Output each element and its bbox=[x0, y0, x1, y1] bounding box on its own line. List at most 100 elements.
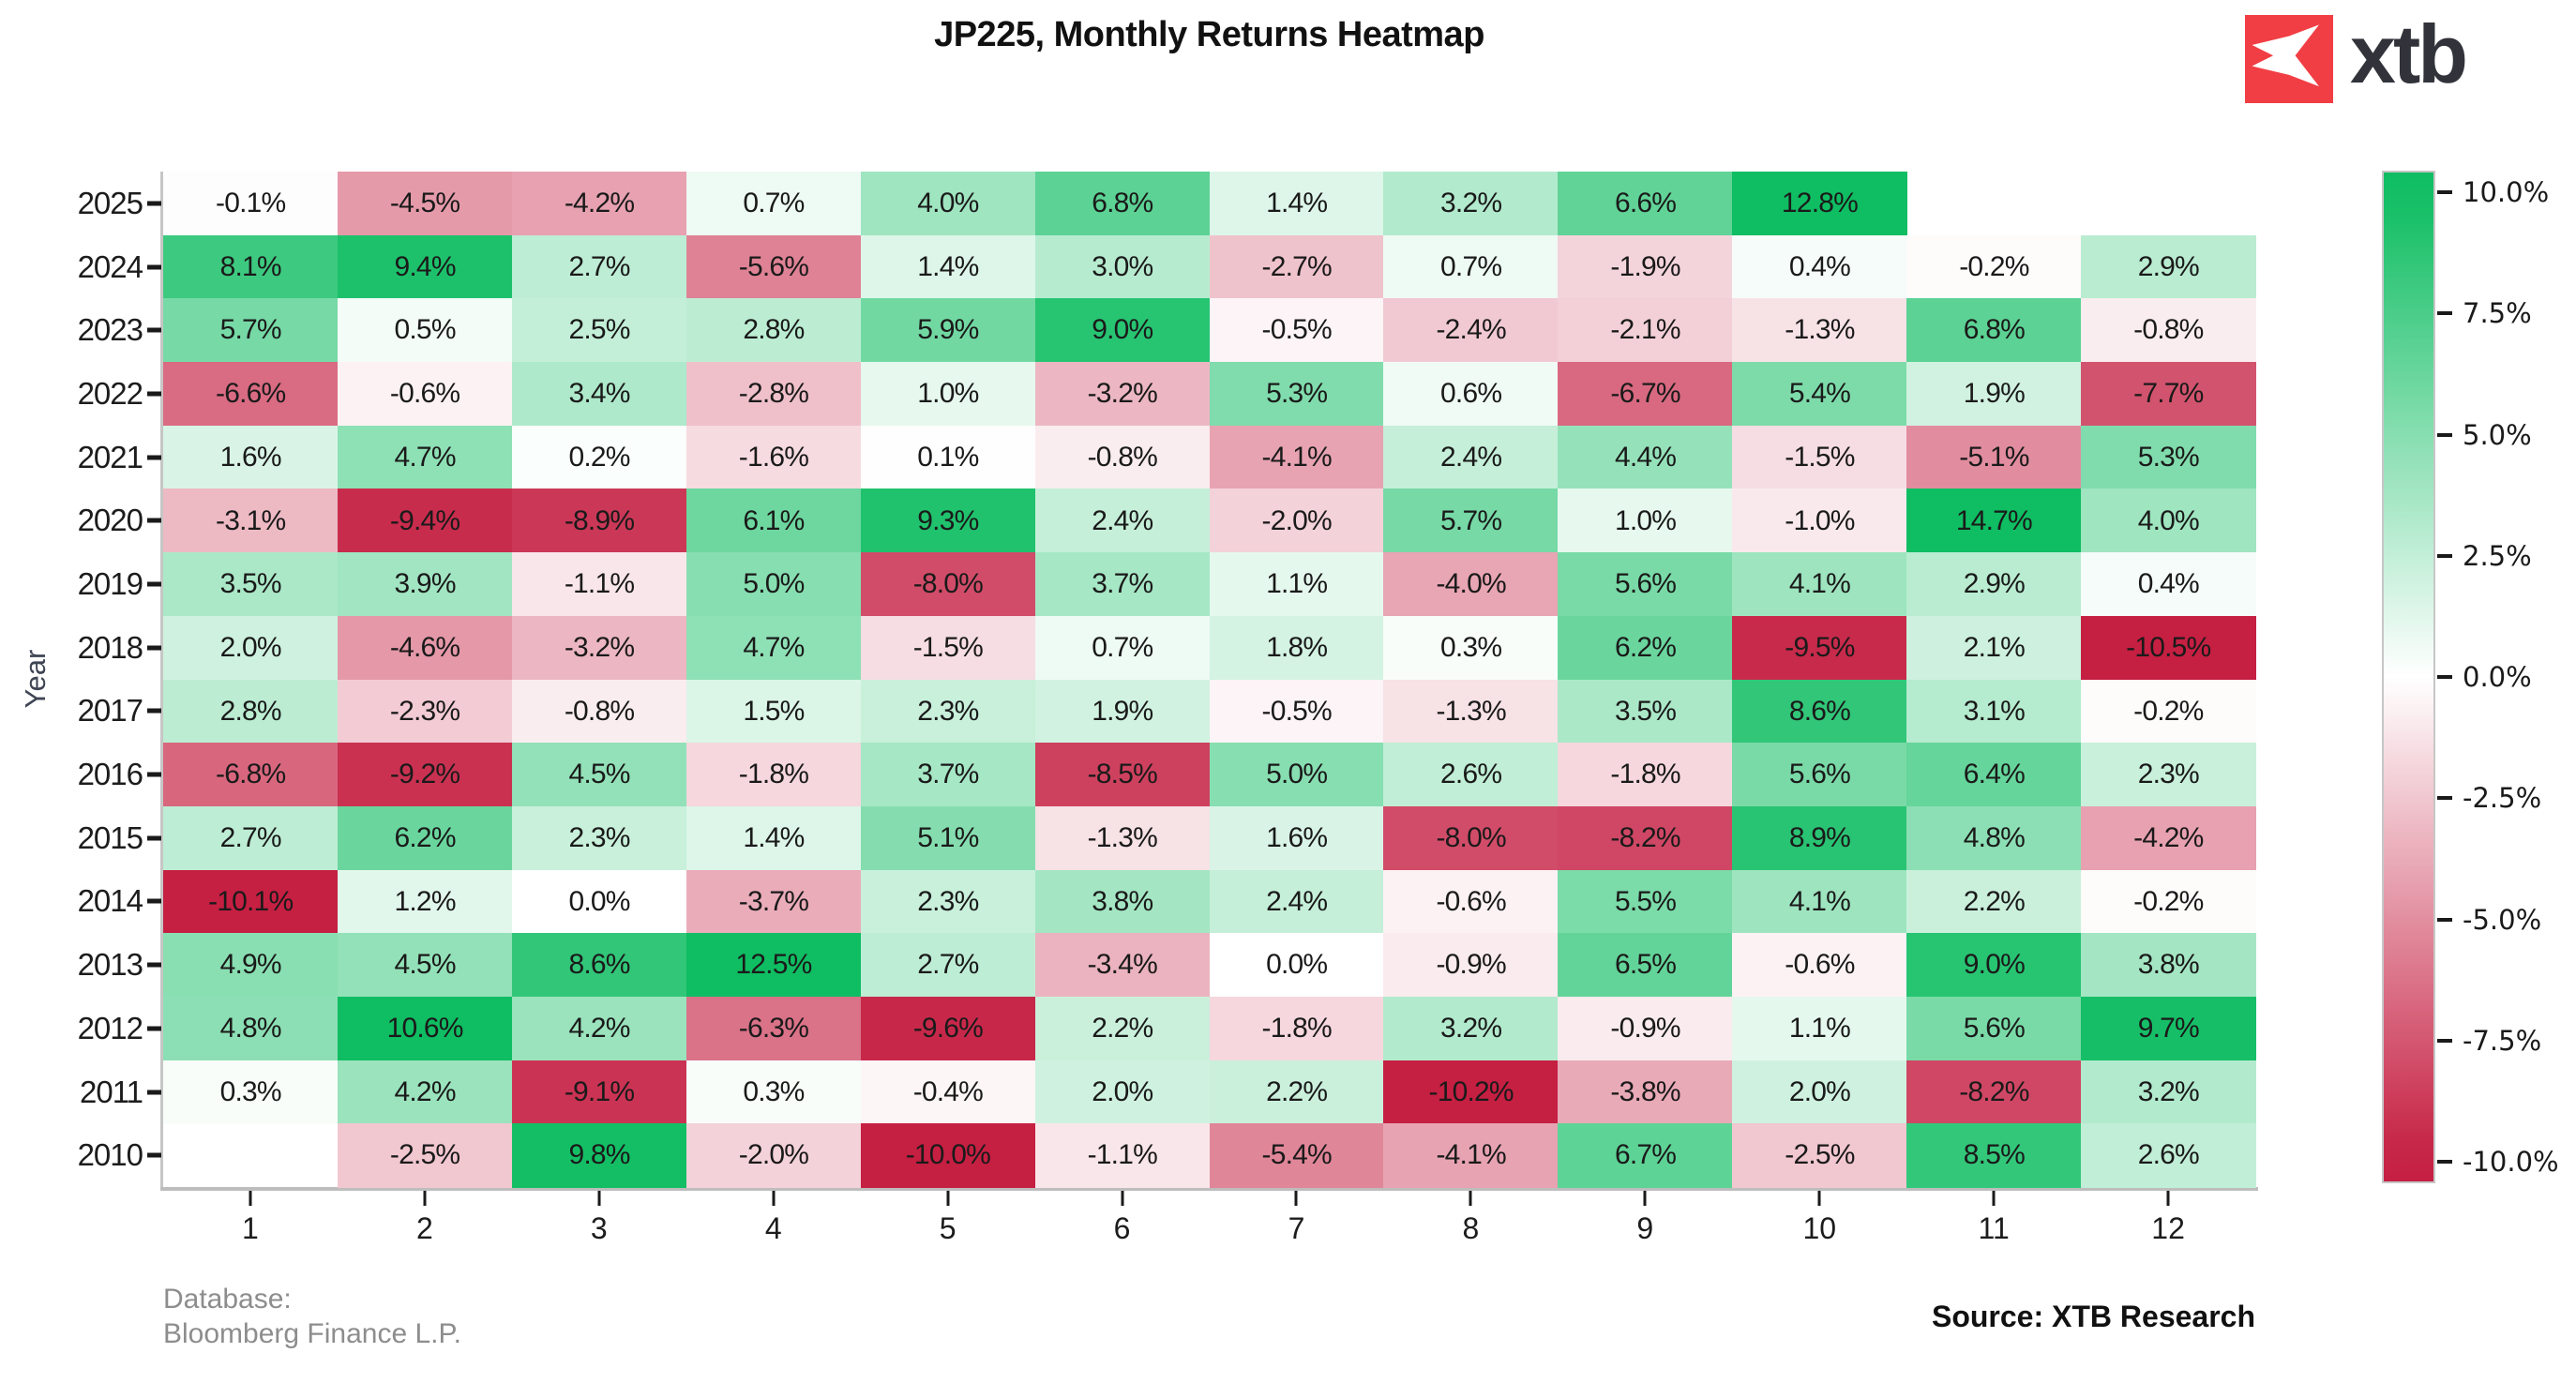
y-tick-mark bbox=[147, 835, 161, 841]
cell-value-label: 4.0% bbox=[2137, 504, 2200, 536]
y-tick-label-2024: 2024 bbox=[77, 248, 143, 284]
heatmap-cell-2025-8: 3.2% bbox=[1383, 172, 1559, 236]
cell-value-label: -1.0% bbox=[1785, 504, 1855, 536]
y-tick-label-2018: 2018 bbox=[77, 629, 143, 665]
cell-value-label: 2.9% bbox=[1963, 568, 2026, 600]
cell-value-label: 4.7% bbox=[394, 441, 457, 473]
heatmap-cell-2023-4: 2.8% bbox=[685, 298, 862, 363]
cell-value-label: 2.0% bbox=[219, 631, 282, 663]
cell-value-label: -6.3% bbox=[738, 1013, 809, 1045]
cell-value-label: 4.8% bbox=[219, 1013, 282, 1045]
heatmap-cell-2015-7: 1.6% bbox=[1209, 805, 1384, 871]
heatmap-cell-2019-8: -4.0% bbox=[1383, 552, 1559, 617]
y-tick-label-2011: 2011 bbox=[80, 1074, 143, 1109]
cell-value-label: 5.5% bbox=[1614, 885, 1677, 917]
heatmap-cell-2010-3: 9.8% bbox=[511, 1123, 687, 1188]
cell-value-label: 3.8% bbox=[1092, 885, 1153, 917]
heatmap-cell-2023-10: -1.3% bbox=[1732, 298, 1907, 363]
cell-value-label: 3.8% bbox=[2137, 949, 2200, 981]
cell-value-label: 9.8% bbox=[568, 1139, 630, 1171]
heatmap-cell-2019-6: 3.7% bbox=[1034, 552, 1210, 617]
cell-value-label: 0.3% bbox=[219, 1075, 282, 1107]
cell-value-label: 2.0% bbox=[1788, 1075, 1851, 1107]
heatmap-cell-2010-10: -2.5% bbox=[1732, 1123, 1907, 1188]
x-tick-label-1: 1 bbox=[242, 1211, 259, 1245]
cell-value-label: 5.1% bbox=[917, 821, 979, 853]
cell-value-label: -0.5% bbox=[1261, 314, 1333, 346]
source-note: Source: XTB Research bbox=[1931, 1300, 2255, 1333]
heatmap-cell-2022-3: 3.4% bbox=[511, 362, 687, 427]
heatmap-cell-2023-3: 2.5% bbox=[511, 298, 687, 363]
cell-value-label: -1.6% bbox=[738, 441, 809, 473]
heatmap-cell-2014-2: 1.2% bbox=[337, 869, 513, 934]
cell-value-label: -3.4% bbox=[1087, 949, 1158, 981]
cell-value-label: -0.6% bbox=[1785, 949, 1855, 981]
y-tick-mark bbox=[147, 708, 161, 714]
xtb-logo-icon bbox=[2245, 15, 2333, 103]
cell-value-label: 2.4% bbox=[1092, 504, 1153, 536]
cell-value-label: -3.2% bbox=[1087, 378, 1158, 410]
cell-value-label: -9.1% bbox=[564, 1075, 635, 1107]
cell-value-label: 5.7% bbox=[219, 314, 282, 346]
y-tick-label-2020: 2020 bbox=[77, 503, 143, 538]
heatmap-cell-2018-12: -10.5% bbox=[2081, 615, 2256, 681]
heatmap-cell-2021-9: 4.4% bbox=[1558, 425, 1733, 489]
cell-value-label: -2.0% bbox=[1261, 504, 1333, 536]
cell-value-label: -10.0% bbox=[905, 1139, 991, 1171]
heatmap-cell-2021-6: -0.8% bbox=[1034, 425, 1210, 489]
heatmap-cell-2014-12: -0.2% bbox=[2081, 869, 2256, 934]
cell-value-label: 4.2% bbox=[568, 1013, 630, 1045]
heatmap-cell-2016-9: -1.8% bbox=[1558, 743, 1733, 807]
heatmap-cell-2021-11: -5.1% bbox=[1906, 425, 2082, 489]
heatmap-cell-2020-1: -3.1% bbox=[163, 489, 339, 553]
heatmap-cell-2024-9: -1.9% bbox=[1558, 234, 1733, 299]
heatmap-cell-2011-12: 3.2% bbox=[2081, 1060, 2256, 1124]
heatmap-cell-2017-4: 1.5% bbox=[685, 679, 862, 744]
heatmap-cell-2019-4: 5.0% bbox=[685, 552, 862, 617]
heatmap-cell-2021-10: -1.5% bbox=[1732, 425, 1907, 489]
cell-value-label: 0.2% bbox=[568, 441, 630, 473]
cell-value-label: -3.2% bbox=[564, 631, 635, 663]
cell-value-label: 1.6% bbox=[219, 441, 282, 473]
cell-value-label: 9.0% bbox=[1092, 314, 1153, 346]
heatmap-cell-2020-6: 2.4% bbox=[1034, 489, 1210, 553]
cell-value-label: -10.2% bbox=[1428, 1075, 1514, 1107]
heatmap-cell-2021-8: 2.4% bbox=[1383, 425, 1559, 489]
cell-value-label: -4.2% bbox=[2133, 821, 2204, 853]
heatmap-cell-2024-3: 2.7% bbox=[511, 234, 687, 299]
cell-value-label: -2.1% bbox=[1610, 314, 1680, 346]
cell-value-label: -8.9% bbox=[564, 504, 635, 536]
heatmap-cell-2011-2: 4.2% bbox=[337, 1060, 513, 1124]
cell-value-label: -0.2% bbox=[2133, 885, 2204, 917]
cell-value-label: -4.2% bbox=[564, 188, 635, 219]
y-tick-label-2017: 2017 bbox=[77, 693, 143, 729]
heatmap-cell-2025-6: 6.8% bbox=[1034, 172, 1210, 236]
heatmap-cell-2022-9: -6.7% bbox=[1558, 362, 1733, 427]
x-tick-label-5: 5 bbox=[939, 1211, 957, 1245]
cell-value-label: 6.8% bbox=[1092, 188, 1153, 219]
heatmap-cell-2022-6: -3.2% bbox=[1034, 362, 1210, 427]
cell-value-label: 8.5% bbox=[1963, 1139, 2026, 1171]
cell-value-label: -9.6% bbox=[912, 1013, 984, 1045]
cell-value-label: -0.4% bbox=[912, 1075, 984, 1107]
heatmap-cell-2013-1: 4.9% bbox=[163, 933, 339, 998]
colorbar-tick-mark bbox=[2437, 190, 2452, 194]
heatmap-cell-2019-10: 4.1% bbox=[1732, 552, 1907, 617]
cell-value-label: 5.9% bbox=[917, 314, 979, 346]
y-tick-mark bbox=[147, 391, 161, 397]
cell-value-label: -1.1% bbox=[1087, 1139, 1158, 1171]
x-tick-label-2: 2 bbox=[415, 1211, 433, 1245]
cell-value-label: 2.8% bbox=[219, 695, 282, 727]
heatmap-cell-2020-10: -1.0% bbox=[1732, 489, 1907, 553]
heatmap-cell-2021-7: -4.1% bbox=[1209, 425, 1384, 489]
cell-value-label: 1.9% bbox=[1092, 695, 1153, 727]
heatmap-cell-2022-2: -0.6% bbox=[337, 362, 513, 427]
cell-value-label: 1.6% bbox=[1266, 821, 1328, 853]
cell-value-label: -4.5% bbox=[389, 188, 460, 219]
x-tick-label-9: 9 bbox=[1636, 1211, 1654, 1245]
cell-value-label: -9.4% bbox=[389, 504, 460, 536]
cell-value-label: 1.2% bbox=[394, 885, 457, 917]
cell-value-label: 1.1% bbox=[1788, 1013, 1851, 1045]
colorbar bbox=[2382, 171, 2435, 1183]
cell-value-label: 6.7% bbox=[1614, 1139, 1677, 1171]
